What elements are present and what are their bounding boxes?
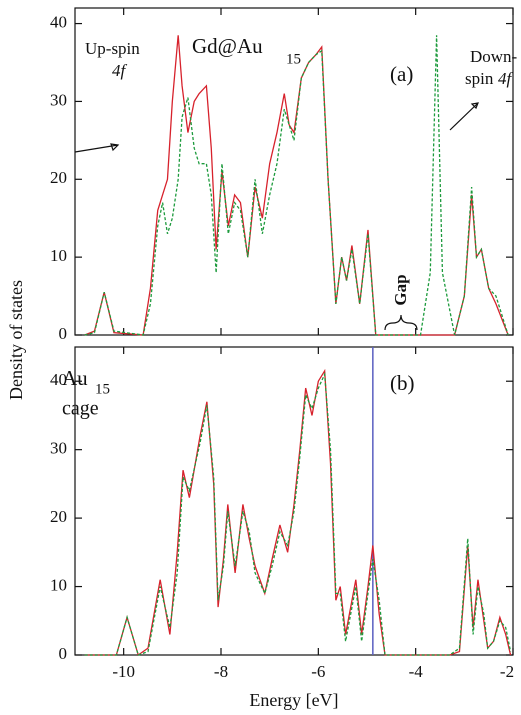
- annotation: Down-: [470, 47, 518, 66]
- annotation: 15: [95, 381, 110, 397]
- x-tick-label: -6: [311, 662, 325, 681]
- y-tick-label: 40: [50, 370, 67, 389]
- y-tick-label: 10: [50, 575, 67, 594]
- y-tick-label: 20: [50, 507, 67, 526]
- annotation: (b): [390, 371, 415, 395]
- x-axis-label: Energy [eV]: [249, 690, 338, 710]
- x-tick-label: -10: [112, 662, 135, 681]
- y-tick-label: 10: [50, 246, 67, 265]
- y-tick-label: 30: [50, 439, 67, 458]
- annotation: (a): [390, 62, 413, 86]
- annotation: Au: [62, 366, 88, 390]
- y-axis-label: Density of states: [6, 280, 26, 400]
- y-tick-label: 0: [59, 644, 68, 663]
- annotation: 4f: [112, 61, 128, 80]
- annotation: Gd@Au: [192, 34, 263, 58]
- annotation: Gap: [391, 274, 410, 305]
- annotation: 15: [286, 51, 301, 67]
- y-tick-label: 20: [50, 168, 67, 187]
- y-tick-label: 0: [59, 324, 68, 343]
- dos-line: [84, 371, 512, 656]
- annotation: cage: [62, 398, 99, 420]
- arrow: [449, 102, 479, 131]
- annotation: spin: [465, 69, 494, 88]
- plot-frame: [74, 7, 514, 336]
- dos-line: [84, 35, 509, 336]
- y-tick-label: 40: [50, 12, 67, 31]
- dos-line: [84, 35, 509, 336]
- x-tick-label: -2: [500, 662, 514, 681]
- plot-frame: [74, 346, 514, 656]
- x-tick-label: -8: [214, 662, 228, 681]
- arrow: [74, 143, 120, 153]
- y-tick-label: 30: [50, 90, 67, 109]
- annotation: Up-spin: [85, 39, 140, 58]
- gap-brace: [384, 314, 418, 331]
- x-tick-label: -4: [409, 662, 424, 681]
- annotation: 4f: [498, 69, 514, 88]
- dos-line: [84, 368, 512, 657]
